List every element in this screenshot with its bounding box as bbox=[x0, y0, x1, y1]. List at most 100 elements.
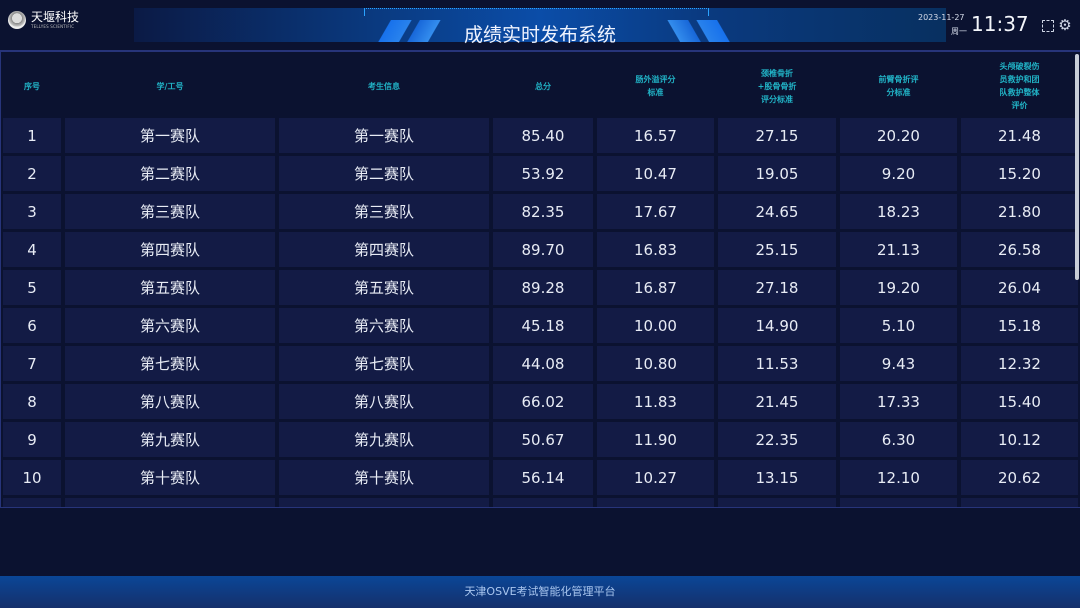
table-cell: 21.80 bbox=[961, 194, 1078, 229]
table-row[interactable]: 6 第六赛队 第六赛队 45.18 10.00 14.90 5.10 15.18 bbox=[1, 308, 1080, 343]
table-row[interactable]: 7 第七赛队 第七赛队 44.08 10.80 11.53 9.43 12.32 bbox=[1, 346, 1080, 381]
table-cell: 17.33 bbox=[840, 384, 957, 419]
column-header: 总分 bbox=[535, 80, 551, 91]
table-cell: 第一赛队 bbox=[279, 118, 489, 153]
table-cell: 66.02 bbox=[493, 384, 593, 419]
table-cell: 2 bbox=[3, 156, 61, 191]
table-cell: 27.15 bbox=[718, 118, 836, 153]
column-header: 考生信息 bbox=[368, 80, 400, 91]
title-banner: 成绩实时发布系统 bbox=[134, 8, 946, 46]
table-cell: 10.80 bbox=[597, 346, 714, 381]
table-cell: 14.90 bbox=[718, 308, 836, 343]
column-header: 前臂骨折评 分标准 bbox=[878, 74, 919, 97]
table-cell: 第三赛队 bbox=[65, 194, 275, 229]
table-cell: 5 bbox=[3, 270, 61, 305]
table-cell: 4 bbox=[3, 232, 61, 267]
table-cell: 1 bbox=[3, 118, 61, 153]
gear-icon[interactable]: ⚙ bbox=[1058, 16, 1072, 34]
table-cell: 10.47 bbox=[597, 156, 714, 191]
table-row[interactable]: 8 第八赛队 第八赛队 66.02 11.83 21.45 17.33 15.40 bbox=[1, 384, 1080, 419]
table-cell: 第七赛队 bbox=[279, 346, 489, 381]
table-cell: 44.08 bbox=[493, 346, 593, 381]
banner-decoration-left bbox=[374, 20, 444, 42]
table-row[interactable]: 2 第二赛队 第二赛队 53.92 10.47 19.05 9.20 15.20 bbox=[1, 156, 1080, 191]
table-cell: 24.65 bbox=[718, 194, 836, 229]
fullscreen-icon[interactable] bbox=[1042, 20, 1054, 32]
table-cell: 10.00 bbox=[597, 308, 714, 343]
table-cell bbox=[718, 498, 836, 507]
footer: 天津OSVE考试智能化管理平台 bbox=[0, 576, 1080, 608]
table-cell bbox=[597, 498, 714, 507]
table-cell: 9.20 bbox=[840, 156, 957, 191]
table-cell: 6.30 bbox=[840, 422, 957, 457]
table-cell: 第四赛队 bbox=[279, 232, 489, 267]
column-header: 头颅破裂伤 员救护和团 队救护整体 评价 bbox=[999, 61, 1040, 110]
table-cell: 第十赛队 bbox=[65, 460, 275, 495]
table-cell: 11.83 bbox=[597, 384, 714, 419]
table-cell bbox=[3, 498, 61, 507]
weekday: 周一 bbox=[951, 27, 967, 36]
table-cell: 第四赛队 bbox=[65, 232, 275, 267]
column-header: 序号 bbox=[24, 80, 40, 91]
table-row[interactable]: 5 第五赛队 第五赛队 89.28 16.87 27.18 19.20 26.04 bbox=[1, 270, 1080, 305]
table-cell: 第九赛队 bbox=[65, 422, 275, 457]
table-cell: 82.35 bbox=[493, 194, 593, 229]
table-cell: 第二赛队 bbox=[65, 156, 275, 191]
table-cell: 10.12 bbox=[961, 422, 1078, 457]
table-cell: 第三赛队 bbox=[279, 194, 489, 229]
table-cell: 第八赛队 bbox=[65, 384, 275, 419]
table-row[interactable] bbox=[1, 498, 1080, 507]
table-cell: 第七赛队 bbox=[65, 346, 275, 381]
table-cell: 第九赛队 bbox=[279, 422, 489, 457]
clock: 11:37 bbox=[971, 12, 1029, 36]
table-cell: 第八赛队 bbox=[279, 384, 489, 419]
table-cell: 10 bbox=[3, 460, 61, 495]
table-cell: 26.04 bbox=[961, 270, 1078, 305]
table-row[interactable]: 9 第九赛队 第九赛队 50.67 11.90 22.35 6.30 10.12 bbox=[1, 422, 1080, 457]
table-cell: 10.27 bbox=[597, 460, 714, 495]
table-cell: 第一赛队 bbox=[65, 118, 275, 153]
table-cell: 第六赛队 bbox=[65, 308, 275, 343]
table-cell: 45.18 bbox=[493, 308, 593, 343]
table-cell bbox=[65, 498, 275, 507]
scrollbar[interactable] bbox=[1075, 54, 1079, 280]
date: 2023-11-27 bbox=[918, 13, 965, 22]
table-cell: 6 bbox=[3, 308, 61, 343]
table-cell: 53.92 bbox=[493, 156, 593, 191]
table-cell: 7 bbox=[3, 346, 61, 381]
brand-subtitle: TELLYES SCIENTIFIC bbox=[31, 24, 75, 29]
column-header: 肠外溢评分 标准 bbox=[635, 74, 676, 97]
table-cell: 20.20 bbox=[840, 118, 957, 153]
table-row[interactable]: 3 第三赛队 第三赛队 82.35 17.67 24.65 18.23 21.80 bbox=[1, 194, 1080, 229]
table-cell: 89.70 bbox=[493, 232, 593, 267]
table-cell: 第六赛队 bbox=[279, 308, 489, 343]
table-cell: 9.43 bbox=[840, 346, 957, 381]
table-cell: 17.67 bbox=[597, 194, 714, 229]
table-row[interactable]: 10 第十赛队 第十赛队 56.14 10.27 13.15 12.10 20.62 bbox=[1, 460, 1080, 495]
table-cell: 15.18 bbox=[961, 308, 1078, 343]
table-cell: 第五赛队 bbox=[65, 270, 275, 305]
logo-icon bbox=[8, 11, 26, 29]
table-row[interactable]: 1 第一赛队 第一赛队 85.40 16.57 27.15 20.20 21.48 bbox=[1, 118, 1080, 153]
table-row[interactable]: 4 第四赛队 第四赛队 89.70 16.83 25.15 21.13 26.58 bbox=[1, 232, 1080, 267]
table-cell: 16.87 bbox=[597, 270, 714, 305]
table-cell: 15.20 bbox=[961, 156, 1078, 191]
table-cell: 11.90 bbox=[597, 422, 714, 457]
table-cell bbox=[961, 498, 1078, 507]
table-cell: 第二赛队 bbox=[279, 156, 489, 191]
table-cell: 56.14 bbox=[493, 460, 593, 495]
table-cell: 5.10 bbox=[840, 308, 957, 343]
table-cell: 12.32 bbox=[961, 346, 1078, 381]
banner-frame bbox=[364, 8, 709, 16]
table-cell: 11.53 bbox=[718, 346, 836, 381]
table-cell: 50.67 bbox=[493, 422, 593, 457]
table-cell: 15.40 bbox=[961, 384, 1078, 419]
table-cell: 89.28 bbox=[493, 270, 593, 305]
table-cell: 3 bbox=[3, 194, 61, 229]
column-header: 颈椎骨折 +股骨骨折 评分标准 bbox=[757, 67, 797, 104]
table-cell: 26.58 bbox=[961, 232, 1078, 267]
table-cell: 18.23 bbox=[840, 194, 957, 229]
table-cell: 第五赛队 bbox=[279, 270, 489, 305]
table-cell: 21.48 bbox=[961, 118, 1078, 153]
table-cell: 16.57 bbox=[597, 118, 714, 153]
